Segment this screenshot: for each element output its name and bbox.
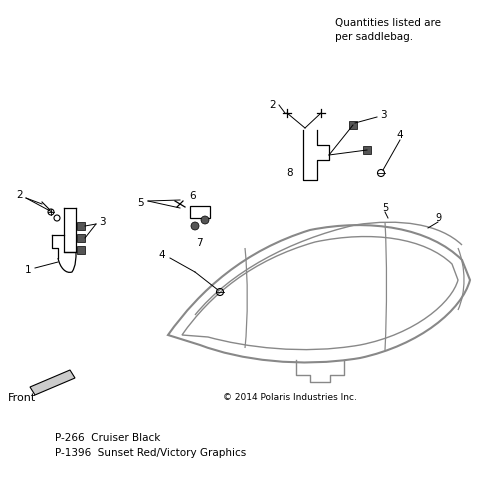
Circle shape [201,216,209,224]
Text: Quantities listed are
per saddlebag.: Quantities listed are per saddlebag. [335,18,441,42]
Text: 5: 5 [136,198,143,208]
Text: 1: 1 [24,265,32,275]
Bar [190,206,210,218]
Text: 7: 7 [196,238,202,248]
Bar [77,222,85,230]
Text: © 2014 Polaris Industries Inc.: © 2014 Polaris Industries Inc. [223,394,357,402]
Text: 4: 4 [158,250,166,260]
Text: 4: 4 [396,130,404,140]
Text: 3: 3 [98,217,105,227]
Text: 8: 8 [286,168,294,178]
Text: 5: 5 [382,203,388,213]
Bar [349,121,357,129]
Text: 2: 2 [16,190,24,200]
Bar [77,246,85,254]
Text: 3: 3 [380,110,386,120]
Bar [363,146,371,154]
Text: P-1396  Sunset Red/Victory Graphics: P-1396 Sunset Red/Victory Graphics [55,448,246,458]
Bar [77,234,85,242]
Circle shape [191,222,199,230]
Text: Front: Front [8,393,36,403]
Text: 6: 6 [190,191,196,201]
Text: P-266  Cruiser Black: P-266 Cruiser Black [55,433,160,443]
Polygon shape [30,370,75,395]
Text: 9: 9 [435,213,441,223]
Text: 2: 2 [270,100,276,110]
